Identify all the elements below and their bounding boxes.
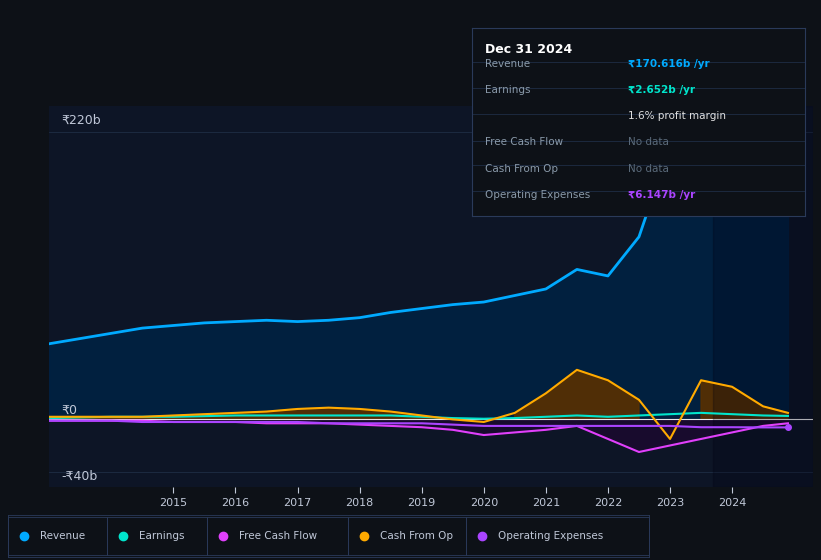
Text: Operating Expenses: Operating Expenses (498, 531, 603, 541)
Text: -₹40b: -₹40b (62, 470, 98, 483)
Text: Cash From Op: Cash From Op (379, 531, 452, 541)
Text: Free Cash Flow: Free Cash Flow (239, 531, 317, 541)
Text: No data: No data (628, 137, 669, 147)
Text: Cash From Op: Cash From Op (485, 164, 558, 174)
Text: No data: No data (628, 164, 669, 174)
Text: Earnings: Earnings (485, 85, 531, 95)
Text: ₹220b: ₹220b (62, 114, 101, 127)
Text: Free Cash Flow: Free Cash Flow (485, 137, 563, 147)
Text: Revenue: Revenue (40, 531, 85, 541)
Text: Dec 31 2024: Dec 31 2024 (485, 43, 572, 56)
Text: Revenue: Revenue (485, 59, 530, 69)
Text: Operating Expenses: Operating Expenses (485, 190, 590, 200)
Text: ₹170.616b /yr: ₹170.616b /yr (628, 59, 710, 69)
Text: 1.6% profit margin: 1.6% profit margin (628, 111, 727, 121)
Text: ₹0: ₹0 (62, 404, 78, 417)
Text: Earnings: Earnings (140, 531, 185, 541)
Text: ₹2.652b /yr: ₹2.652b /yr (628, 85, 695, 95)
Text: ₹6.147b /yr: ₹6.147b /yr (628, 190, 695, 200)
Bar (713, 106, 813, 487)
